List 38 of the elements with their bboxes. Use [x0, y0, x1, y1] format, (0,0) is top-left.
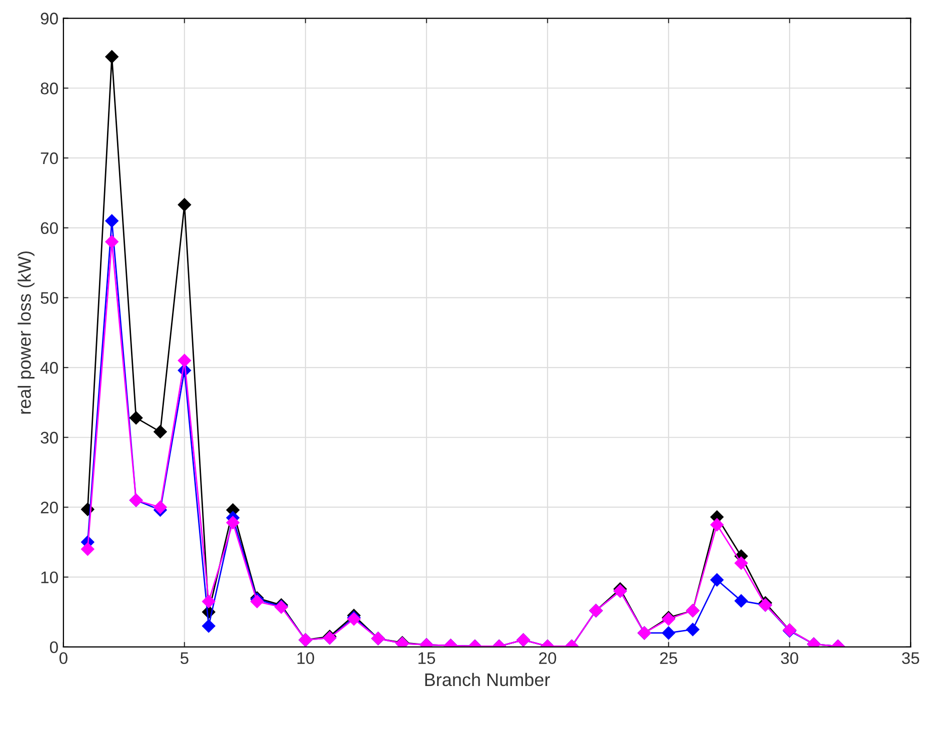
- point: [710, 573, 724, 586]
- point: [178, 354, 192, 368]
- point: [154, 425, 167, 438]
- y-tick-label: 90: [40, 12, 58, 24]
- point: [710, 518, 724, 532]
- point: [105, 50, 118, 64]
- y-tick-label: 0: [50, 641, 58, 654]
- point: [105, 214, 118, 228]
- x-tick-label: 25: [660, 652, 678, 664]
- y-tick-label: 30: [40, 432, 58, 444]
- x-tick-label: 20: [539, 652, 556, 664]
- y-axis-title: real power loss (kW): [18, 251, 34, 414]
- y-tick-label: 70: [40, 152, 58, 164]
- point: [105, 235, 118, 248]
- point: [202, 619, 216, 633]
- point: [734, 556, 748, 570]
- x-axis-title: Branch Number: [425, 672, 550, 686]
- y-tick-label: 10: [41, 571, 58, 584]
- point: [226, 516, 240, 530]
- y-tick-label: 50: [40, 292, 58, 304]
- x-tick-label: 35: [902, 652, 920, 664]
- point: [154, 500, 167, 514]
- x-tick-label: 0: [59, 652, 68, 664]
- point: [734, 594, 748, 608]
- y-tick-label: 40: [40, 362, 58, 374]
- y-tick-label: 80: [40, 82, 58, 94]
- point: [178, 198, 192, 212]
- x-tick-label: 15: [418, 652, 436, 664]
- x-tick-label: 30: [780, 652, 798, 664]
- x-tick-label: 10: [297, 652, 314, 664]
- point: [129, 411, 143, 424]
- point: [662, 626, 676, 640]
- x-tick-label: 5: [180, 652, 188, 664]
- point: [81, 542, 94, 556]
- y-tick-label: 20: [40, 502, 58, 514]
- point: [202, 594, 216, 608]
- point: [686, 622, 700, 636]
- y-tick-label: 60: [40, 222, 58, 234]
